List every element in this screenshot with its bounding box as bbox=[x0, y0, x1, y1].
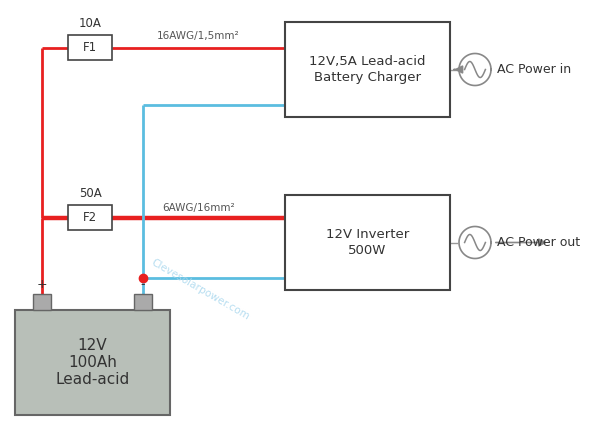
Bar bbox=[68, 35, 112, 60]
Bar bbox=[285, 22, 450, 117]
Text: 12V Inverter
500W: 12V Inverter 500W bbox=[326, 229, 409, 257]
Bar bbox=[33, 294, 51, 310]
Text: 12V,5A Lead-acid
Battery Charger: 12V,5A Lead-acid Battery Charger bbox=[309, 55, 426, 83]
Text: 50A: 50A bbox=[79, 187, 101, 200]
Bar bbox=[285, 195, 450, 290]
Text: 10A: 10A bbox=[79, 17, 101, 30]
Text: +: + bbox=[37, 278, 47, 291]
Text: F1: F1 bbox=[83, 41, 97, 54]
Text: F2: F2 bbox=[83, 211, 97, 224]
Text: AC Power out: AC Power out bbox=[497, 236, 580, 249]
Text: AC Power in: AC Power in bbox=[497, 63, 571, 76]
Text: -: - bbox=[141, 278, 145, 291]
Bar bbox=[134, 294, 152, 310]
Text: 12V
100Ah
Lead-acid: 12V 100Ah Lead-acid bbox=[55, 337, 130, 388]
Text: Clevesolarpower.com: Clevesolarpower.com bbox=[149, 258, 251, 322]
Bar bbox=[68, 205, 112, 230]
Text: 6AWG/16mm²: 6AWG/16mm² bbox=[162, 203, 235, 213]
Text: 16AWG/1,5mm²: 16AWG/1,5mm² bbox=[157, 32, 240, 41]
Bar bbox=[15, 310, 170, 415]
